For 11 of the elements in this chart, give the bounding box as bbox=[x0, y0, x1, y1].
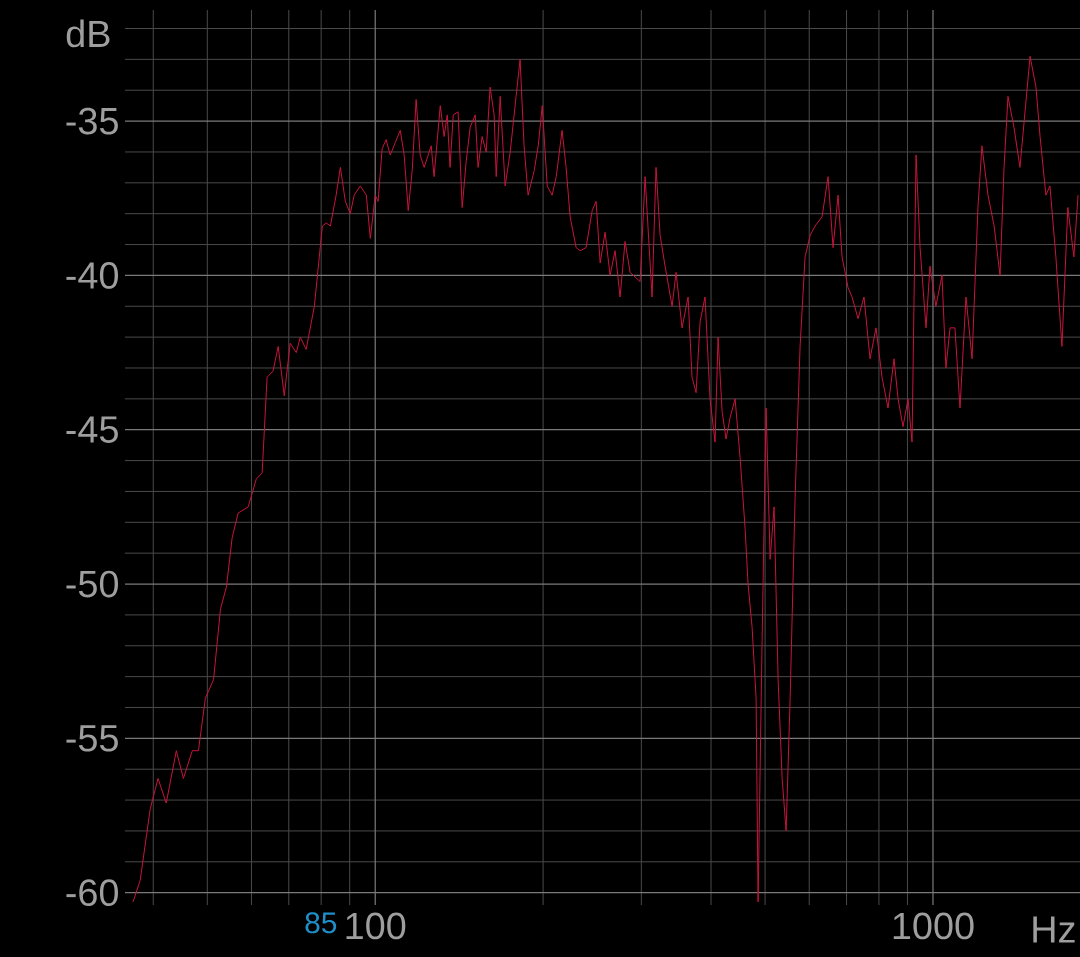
x-tick-label: 100 bbox=[346, 912, 406, 940]
y-tick-label: -50 bbox=[66, 570, 119, 598]
x-tick-label: 1000 bbox=[893, 912, 974, 940]
x-axis-title: Hz bbox=[1033, 916, 1075, 943]
y-tick-label: -35 bbox=[66, 107, 118, 135]
y-tick-label: -60 bbox=[66, 879, 119, 907]
text: 85 bbox=[305, 912, 337, 934]
y-axis-title: dB bbox=[66, 19, 110, 48]
y-tick-label: -45 bbox=[66, 416, 118, 443]
y-tick-label: -55 bbox=[66, 725, 118, 752]
y-tick-label: -40 bbox=[66, 262, 119, 289]
